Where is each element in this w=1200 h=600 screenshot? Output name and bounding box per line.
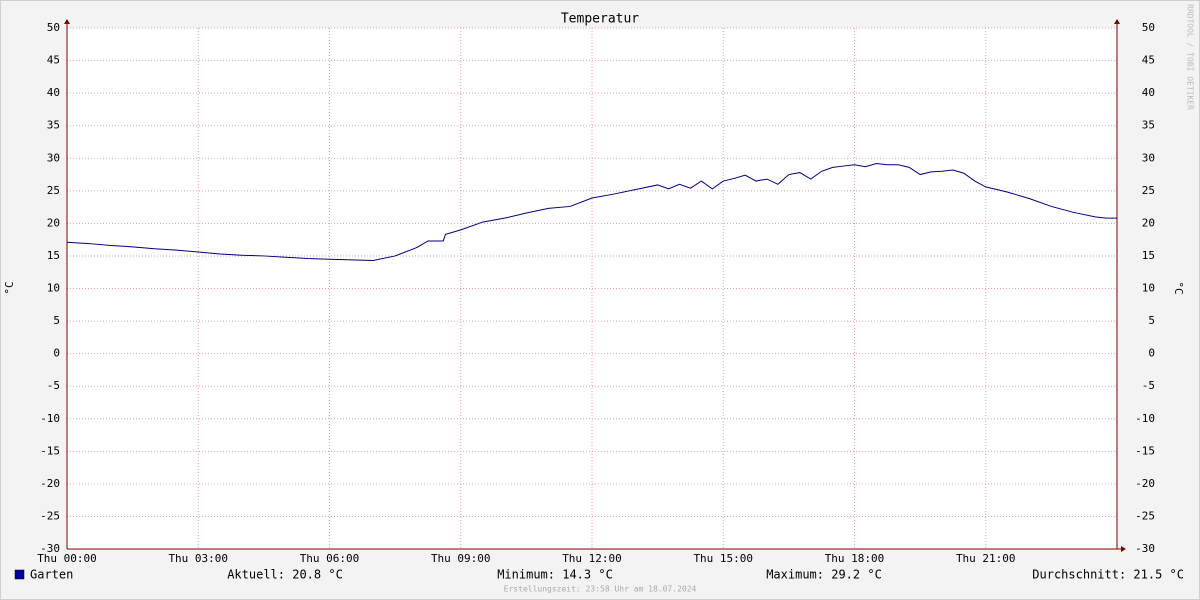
- legend-label: Garten: [30, 568, 73, 582]
- y-tick-label: 0: [53, 347, 60, 360]
- y-tick-label: -25: [40, 509, 60, 522]
- y2-tick-label: 15: [1142, 249, 1155, 262]
- arrow: [1114, 19, 1120, 24]
- y2-tick-label: -15: [1135, 444, 1155, 457]
- y2-tick-label: 10: [1142, 282, 1155, 295]
- y2-tick-label: 25: [1142, 184, 1155, 197]
- x-tick-label: Thu 03:00: [168, 552, 228, 565]
- y2-tick-label: -10: [1135, 412, 1155, 425]
- x-tick-label: Thu 18:00: [825, 552, 885, 565]
- y2-axis-label: °C: [1172, 281, 1185, 294]
- y-tick-label: -30: [40, 542, 60, 555]
- y-tick-label: -10: [40, 412, 60, 425]
- y2-tick-label: 30: [1142, 151, 1155, 164]
- x-tick-label: Thu 21:00: [956, 552, 1016, 565]
- y-tick-label: -15: [40, 444, 60, 457]
- y2-tick-label: -30: [1135, 542, 1155, 555]
- y-tick-label: 30: [47, 151, 60, 164]
- x-tick-label: Thu 00:00: [37, 552, 97, 565]
- legend-stat: Maximum: 29.2 °C: [766, 568, 882, 582]
- y2-tick-label: 45: [1142, 54, 1155, 67]
- legend-stat: Minimum: 14.3 °C: [497, 568, 613, 582]
- legend-swatch: [14, 569, 25, 580]
- y-tick-label: 40: [47, 86, 60, 99]
- y-tick-label: -20: [40, 477, 60, 490]
- y2-tick-label: 50: [1142, 21, 1155, 34]
- y-tick-label: 20: [47, 216, 60, 229]
- y2-tick-label: 0: [1148, 347, 1155, 360]
- y2-tick-label: -25: [1135, 509, 1155, 522]
- y2-tick-label: 20: [1142, 216, 1155, 229]
- y2-tick-label: 5: [1148, 314, 1155, 327]
- arrow: [64, 19, 70, 24]
- y-tick-label: 15: [47, 249, 60, 262]
- y2-tick-label: 40: [1142, 86, 1155, 99]
- y-tick-label: 50: [47, 21, 60, 34]
- y-tick-label: -5: [47, 379, 60, 392]
- arrow: [1121, 546, 1126, 552]
- watermark: RRDTOOL / TOBI OETIKER: [1186, 4, 1195, 110]
- x-tick-label: Thu 09:00: [431, 552, 491, 565]
- y2-tick-label: -5: [1142, 379, 1155, 392]
- x-tick-label: Thu 12:00: [562, 552, 622, 565]
- y2-tick-label: 35: [1142, 119, 1155, 132]
- legend-stat: Durchschnitt: 21.5 °C: [1032, 568, 1184, 582]
- x-tick-label: Thu 15:00: [693, 552, 753, 565]
- y-tick-label: 5: [53, 314, 60, 327]
- y2-tick-label: -20: [1135, 477, 1155, 490]
- data-line: [66, 162, 1117, 261]
- x-tick-label: Thu 06:00: [300, 552, 360, 565]
- y-tick-label: 25: [47, 184, 60, 197]
- footer: Erstellungszeit: 23:58 Uhr am 18.07.2024: [504, 585, 697, 594]
- legend-stat: Aktuell: 20.8 °C: [227, 568, 343, 582]
- y-axis-label: °C: [3, 281, 16, 294]
- y-tick-label: 10: [47, 282, 60, 295]
- chart-title: Temperatur: [561, 12, 639, 27]
- y-tick-label: 45: [47, 54, 60, 67]
- y-tick-label: 35: [47, 119, 60, 132]
